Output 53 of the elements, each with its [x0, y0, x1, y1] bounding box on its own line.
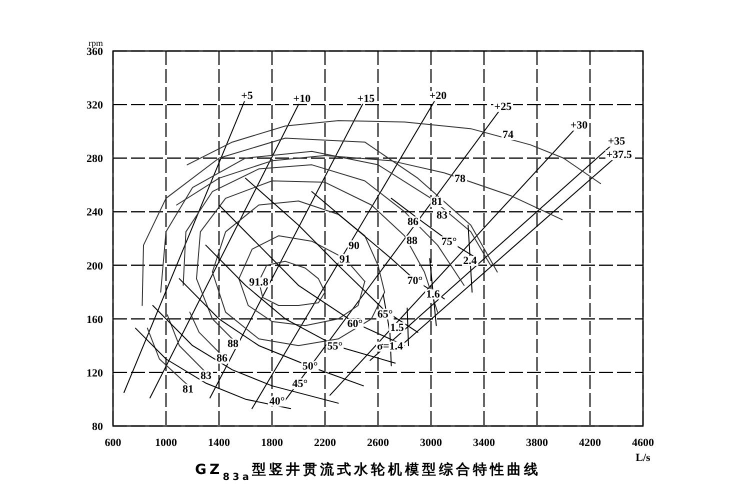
x-axis-title: L/s — [636, 452, 652, 464]
annotation: 1.5 — [390, 322, 404, 334]
x-tick-label: 4600 — [632, 437, 654, 449]
y-tick-label: 160 — [86, 314, 104, 326]
annotation: 81 — [182, 384, 194, 396]
annotation: 1.6 — [426, 288, 440, 300]
annotation: 86 — [407, 216, 419, 228]
annotation: +30 — [570, 120, 588, 132]
x-tick-label: 1000 — [155, 437, 178, 449]
annotation: 81 — [431, 196, 442, 208]
x-tick-label: 4200 — [579, 437, 602, 449]
x-tick-label: 600 — [104, 437, 122, 449]
x-tick-label: 3400 — [473, 437, 496, 449]
annotation: 78 — [454, 173, 466, 186]
y-tick-label: 320 — [86, 100, 104, 112]
y-tick-label: 80 — [92, 421, 104, 433]
annotation: 55° — [327, 340, 343, 353]
annotation: 70° — [407, 275, 423, 288]
annotation: 88 — [228, 338, 240, 350]
annotation: 74 — [502, 129, 514, 142]
y-tick-label: 120 — [86, 367, 104, 380]
annotation: 83 — [436, 209, 448, 222]
x-tick-label: 2600 — [367, 437, 390, 449]
annotation: 91 — [339, 254, 350, 266]
annotation: 83 — [200, 370, 212, 382]
annotation: +37.5 — [606, 149, 632, 162]
y-tick-label: 200 — [86, 260, 104, 272]
annotation: +35 — [608, 136, 626, 148]
annotation: 65° — [377, 308, 393, 320]
annotation: 90 — [348, 240, 360, 252]
annotation: σ=1.4 — [377, 340, 404, 353]
text: GZ$_{83a}$型竖井贯流式水轮机模型综合特性曲线 — [195, 461, 541, 482]
y-tick-label: 360 — [86, 46, 104, 58]
annotation: 88 — [406, 234, 418, 247]
y-tick-label: 280 — [86, 153, 104, 166]
x-tick-label: 1800 — [261, 437, 284, 449]
x-tick-label: 2200 — [314, 437, 336, 449]
annotation: +5 — [241, 90, 254, 102]
x-tick-label: 1400 — [208, 437, 230, 449]
annotation: +10 — [293, 92, 312, 105]
annotation: +15 — [357, 92, 376, 105]
y-tick-label: 240 — [86, 206, 104, 219]
annotation: +25 — [494, 100, 512, 113]
x-tick-label: 3800 — [526, 437, 548, 449]
annotation: 2.4 — [463, 254, 478, 267]
x-tick-label: 3000 — [420, 437, 442, 449]
annotation: 75° — [441, 236, 457, 248]
annotation: 91.8 — [249, 276, 269, 288]
annotation: 45° — [292, 378, 308, 390]
annotation: 86 — [216, 352, 228, 365]
annotation: +20 — [429, 90, 448, 102]
annotation: 40° — [269, 396, 285, 408]
y-axis-title: rpm — [88, 38, 103, 48]
